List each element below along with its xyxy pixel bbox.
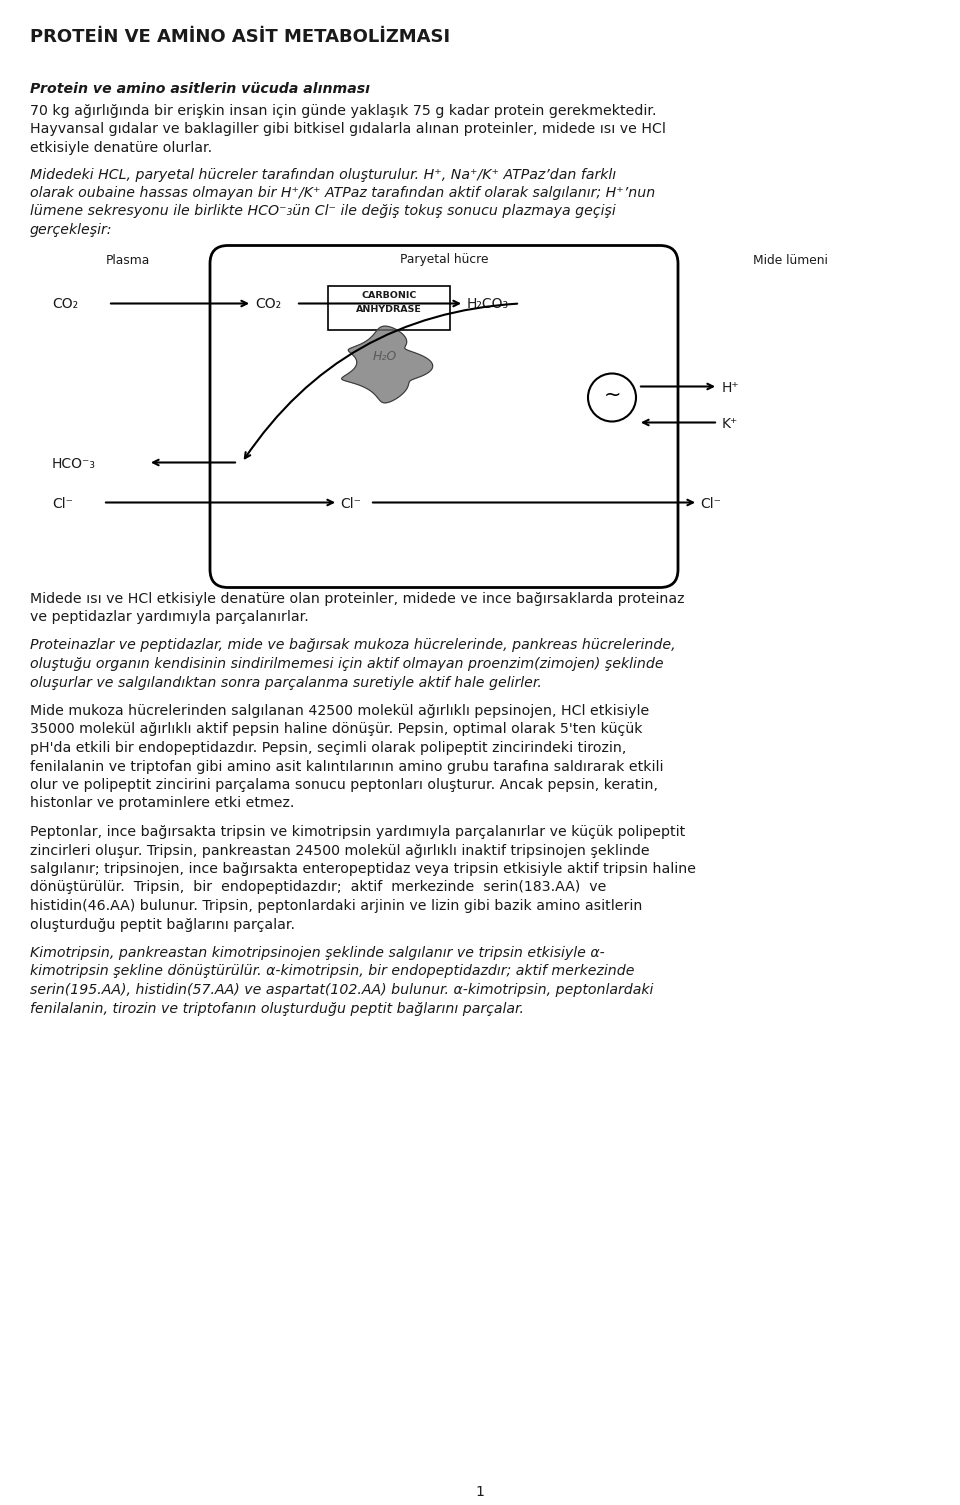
Text: ve peptidazlar yardımıyla parçalanırlar.: ve peptidazlar yardımıyla parçalanırlar. — [30, 610, 309, 625]
Text: fenilalanin ve triptofan gibi amino asit kalıntılarının amino grubu tarafına sal: fenilalanin ve triptofan gibi amino asit… — [30, 760, 663, 774]
Text: H₂O: H₂O — [372, 349, 397, 363]
Text: Plasma: Plasma — [106, 253, 150, 266]
Text: Cl⁻: Cl⁻ — [52, 498, 73, 512]
Text: fenilalanin, tirozin ve triptofanın oluşturduğu peptit bağlarını parçalar.: fenilalanin, tirozin ve triptofanın oluş… — [30, 1001, 524, 1016]
Text: zincirleri oluşur. Tripsin, pankreastan 24500 molekül ağırlıklı inaktif tripsino: zincirleri oluşur. Tripsin, pankreastan … — [30, 843, 650, 858]
Text: histonlar ve protaminlere etki etmez.: histonlar ve protaminlere etki etmez. — [30, 796, 295, 811]
Text: CO₂: CO₂ — [52, 298, 78, 312]
Text: Cl⁻: Cl⁻ — [700, 498, 721, 512]
Text: PROTEİN VE AMİNO ASİT METABOLİZMASI: PROTEİN VE AMİNO ASİT METABOLİZMASI — [30, 29, 450, 47]
Text: Hayvansal gıdalar ve baklagiller gibi bitkisel gıdalarla alınan proteinler, mide: Hayvansal gıdalar ve baklagiller gibi bi… — [30, 122, 666, 137]
Text: 70 kg ağırlığında bir erişkin insan için günde yaklaşık 75 g kadar protein gerek: 70 kg ağırlığında bir erişkin insan için… — [30, 104, 657, 117]
Text: oluştuğu organın kendisinin sindirilmemesi için aktif olmayan proenzim(zimojen) : oluştuğu organın kendisinin sindirilmeme… — [30, 658, 663, 671]
Text: Paryetal hücre: Paryetal hücre — [399, 253, 489, 266]
Text: histidin(46.AA) bulunur. Tripsin, peptonlardaki arjinin ve lizin gibi bazik amin: histidin(46.AA) bulunur. Tripsin, pepton… — [30, 898, 642, 914]
Text: dönüştürülür.  Tripsin,  bir  endopeptidazdır;  aktif  merkezinde  serin(183.AA): dönüştürülür. Tripsin, bir endopeptidazd… — [30, 880, 607, 894]
Text: Mide lümeni: Mide lümeni — [753, 253, 828, 266]
Text: etkisiyle denatüre olurlar.: etkisiyle denatüre olurlar. — [30, 141, 212, 155]
Text: K⁺: K⁺ — [722, 417, 738, 432]
Text: Cl⁻: Cl⁻ — [340, 498, 361, 512]
Text: lümene sekresyonu ile birlikte HCO⁻₃ün Cl⁻ ile değiş tokuş sonucu plazmaya geçiş: lümene sekresyonu ile birlikte HCO⁻₃ün C… — [30, 205, 615, 218]
Text: CARBONIC: CARBONIC — [361, 292, 417, 301]
Text: salgılanır; tripsinojen, ince bağırsakta enteropeptidaz veya tripsin etkisiyle a: salgılanır; tripsinojen, ince bağırsakta… — [30, 862, 696, 876]
Text: kimotripsin şekline dönüştürülür. α-kimotripsin, bir endopeptidazdır; aktif merk: kimotripsin şekline dönüştürülür. α-kimo… — [30, 965, 635, 978]
Text: Protein ve amino asitlerin vücuda alınması: Protein ve amino asitlerin vücuda alınma… — [30, 81, 370, 96]
Text: Mide mukoza hücrelerinden salgılanan 42500 molekül ağırlıklı pepsinojen, HCl etk: Mide mukoza hücrelerinden salgılanan 425… — [30, 704, 649, 718]
FancyBboxPatch shape — [210, 245, 678, 587]
Polygon shape — [342, 327, 433, 403]
Text: serin(195.AA), histidin(57.AA) ve aspartat(102.AA) bulunur. α-kimotripsin, pepto: serin(195.AA), histidin(57.AA) ve aspart… — [30, 983, 654, 996]
Text: 35000 molekül ağırlıklı aktif pepsin haline dönüşür. Pepsin, optimal olarak 5'te: 35000 molekül ağırlıklı aktif pepsin hal… — [30, 722, 642, 736]
Text: CO₂: CO₂ — [255, 298, 281, 312]
Text: gerçekleşir:: gerçekleşir: — [30, 223, 112, 236]
Text: Peptonlar, ince bağırsakta tripsin ve kimotripsin yardımıyla parçalanırlar ve kü: Peptonlar, ince bağırsakta tripsin ve ki… — [30, 825, 685, 838]
Text: Midedeki HCL, paryetal hücreler tarafından oluşturulur. H⁺, Na⁺/K⁺ ATPaz’dan far: Midedeki HCL, paryetal hücreler tarafınd… — [30, 167, 616, 182]
Text: H₂CO₃: H₂CO₃ — [467, 298, 509, 312]
Text: Midede ısı ve HCl etkisiyle denatüre olan proteinler, midede ve ince bağırsaklar: Midede ısı ve HCl etkisiyle denatüre ola… — [30, 591, 684, 605]
Text: HCO⁻₃: HCO⁻₃ — [52, 458, 96, 471]
Text: Proteinazlar ve peptidazlar, mide ve bağırsak mukoza hücrelerinde, pankreas hücr: Proteinazlar ve peptidazlar, mide ve bağ… — [30, 638, 676, 653]
Text: pH'da etkili bir endopeptidazdır. Pepsin, seçimli olarak polipeptit zincirindeki: pH'da etkili bir endopeptidazdır. Pepsin… — [30, 740, 626, 756]
Text: oluşturduğu peptit bağlarını parçalar.: oluşturduğu peptit bağlarını parçalar. — [30, 918, 295, 932]
Text: oluşurlar ve salgılandıktan sonra parçalanma suretiyle aktif hale gelirler.: oluşurlar ve salgılandıktan sonra parçal… — [30, 676, 541, 689]
FancyBboxPatch shape — [328, 286, 450, 330]
Text: Kimotripsin, pankreastan kimotripsinojen şeklinde salgılanır ve tripsin etkisiyl: Kimotripsin, pankreastan kimotripsinojen… — [30, 947, 605, 960]
Text: olarak oubaine hassas olmayan bir H⁺/K⁺ ATPaz tarafından aktif olarak salgılanır: olarak oubaine hassas olmayan bir H⁺/K⁺ … — [30, 187, 656, 200]
Text: ~: ~ — [603, 384, 621, 405]
Text: 1: 1 — [475, 1485, 485, 1499]
Circle shape — [588, 373, 636, 421]
Text: H⁺: H⁺ — [722, 381, 739, 396]
Text: ANHYDRASE: ANHYDRASE — [356, 304, 422, 313]
Text: olur ve polipeptit zincirini parçalama sonucu peptonları oluşturur. Ancak pepsin: olur ve polipeptit zincirini parçalama s… — [30, 778, 658, 792]
